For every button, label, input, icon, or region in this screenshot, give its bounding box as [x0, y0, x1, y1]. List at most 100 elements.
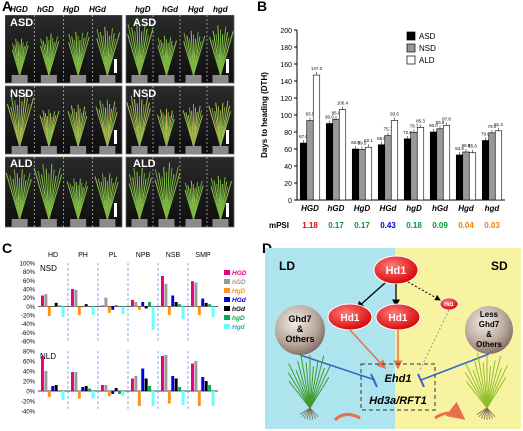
pot — [185, 219, 202, 227]
mpsi-value: 0.09 — [432, 221, 448, 230]
bar — [151, 391, 155, 406]
plant-leaf — [305, 362, 311, 409]
pot — [212, 219, 229, 227]
plant-leaf — [106, 32, 121, 76]
legend-label: hgD — [232, 315, 245, 322]
plant-root — [301, 407, 311, 418]
bar — [204, 302, 208, 307]
bar — [111, 391, 115, 394]
pot — [99, 219, 116, 227]
trait-header: PL — [109, 252, 118, 259]
bar — [174, 378, 178, 391]
y-tick-label: 0 — [288, 198, 292, 205]
plant-leaf — [295, 369, 311, 409]
ehd1-label: Ehd1 — [385, 373, 412, 385]
pot — [40, 146, 57, 154]
bar — [167, 391, 171, 404]
plant-leaf — [220, 111, 232, 147]
plant-leaf — [19, 97, 35, 147]
plant-leaf — [19, 178, 32, 220]
category-label: hgD — [406, 204, 422, 213]
bar — [141, 368, 145, 391]
hd1-small-link — [419, 309, 450, 371]
plant-root — [486, 407, 491, 420]
plant-leaf — [19, 45, 29, 76]
bar — [148, 386, 152, 391]
bar — [204, 381, 208, 391]
bar — [77, 306, 81, 315]
plant-leaf — [474, 361, 488, 409]
bar-value-label: 87.8 — [442, 116, 451, 121]
y-tick-label: 20 — [284, 181, 292, 188]
y-tick-label: 80% — [23, 350, 36, 356]
bar — [141, 302, 145, 307]
ld-plant-illustration — [287, 352, 332, 420]
genotype-label: hGd — [162, 5, 178, 14]
scale-bar — [226, 59, 229, 73]
trait-header: PH — [78, 252, 88, 259]
bar-value-label: 56.5 — [462, 143, 471, 148]
bar — [51, 386, 55, 391]
trait-header: SMP — [195, 252, 211, 259]
bar — [71, 372, 74, 391]
y-tick-label: 160 — [280, 62, 292, 69]
ehd1-box — [360, 363, 436, 411]
y-tick-label: 40% — [23, 288, 36, 294]
y-tick-label: 80 — [284, 130, 292, 137]
category-label: hGD — [328, 204, 345, 213]
plant-root — [309, 407, 314, 420]
plant-leaf — [486, 355, 502, 409]
plant-leaf — [309, 355, 325, 409]
plant-leaf — [139, 108, 151, 147]
pot — [11, 75, 28, 83]
ghd7-left-repress-line — [299, 354, 376, 381]
category-label: HGD — [301, 204, 319, 213]
plant-photos — [5, 15, 235, 228]
bar — [390, 120, 399, 201]
plant-leaf — [33, 167, 50, 220]
legend-label: ALD — [419, 56, 435, 65]
repress-bar — [370, 373, 378, 388]
bar — [384, 135, 392, 201]
plant-leaf — [193, 185, 204, 220]
bar-value-label: 62.1 — [364, 138, 373, 143]
plant-leaf — [220, 180, 232, 220]
plant-root — [309, 407, 319, 418]
bar — [107, 306, 111, 313]
ghd7-right-label: Ghd7 — [479, 320, 500, 329]
bar — [208, 385, 212, 391]
y-tick-label: 180 — [280, 45, 292, 52]
plant-root — [299, 407, 311, 415]
plant-leaf — [48, 167, 61, 220]
genotype-label: hgd — [213, 5, 228, 14]
bar — [151, 306, 155, 331]
bar — [468, 152, 477, 201]
pot — [212, 75, 229, 83]
legend-label: ASD — [419, 32, 436, 41]
scale-bar — [226, 130, 229, 144]
mpsi-value: 0.04 — [458, 221, 474, 230]
plant-leaf — [19, 92, 26, 147]
plant-leaf — [166, 40, 177, 76]
bar — [171, 376, 175, 391]
bar — [494, 130, 503, 201]
mpsi-value: 1.18 — [302, 221, 318, 230]
hd1-left-activation — [349, 329, 387, 370]
bar-value-label: 106.4 — [337, 101, 349, 106]
bar-value-label: 80.0 — [429, 123, 438, 128]
bar-value-label: 72.0 — [403, 130, 412, 135]
genotype-label: Hgd — [188, 5, 204, 14]
plant-leaf — [77, 186, 89, 220]
plant-leaf — [288, 380, 311, 409]
bar — [104, 297, 108, 307]
condition-label: ALD — [10, 158, 33, 170]
bar-value-label: 83.8 — [436, 120, 445, 125]
pot — [40, 75, 57, 83]
bar-value-label: 79.0 — [488, 124, 497, 129]
bar — [211, 391, 215, 406]
plant-leaf — [48, 41, 60, 76]
y-tick-label: 40 — [284, 164, 292, 171]
plant-leaf — [477, 352, 488, 409]
panel-b-letter: B — [257, 0, 268, 14]
pot — [158, 146, 175, 154]
